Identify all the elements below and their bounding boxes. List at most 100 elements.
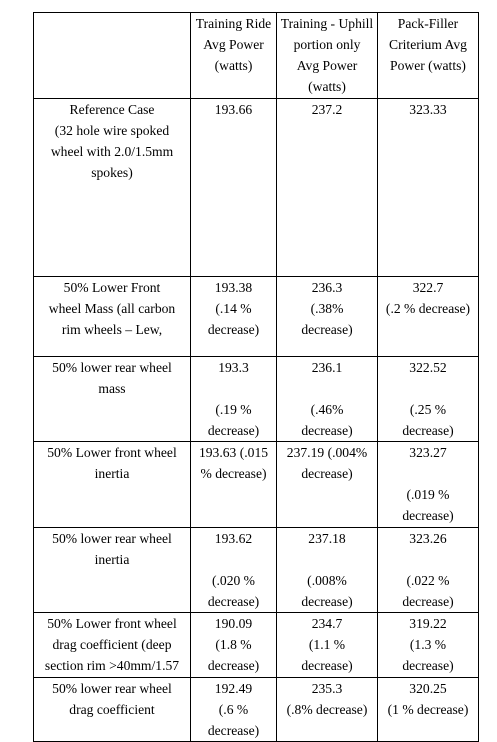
table-row: 50% Lower front wheel inertia 193.63 (.015…: [33, 441, 479, 528]
cell-line: [379, 378, 478, 399]
cell-line: wheel Mass (all carbon: [48, 301, 176, 316]
cell-line: 50% Lower front wheel: [47, 445, 177, 460]
cell-line: 190.09: [214, 616, 253, 631]
cell-line: [379, 549, 478, 570]
row-label-cell: Reference Case (32 hole wire spoked wheel …: [33, 98, 191, 277]
wheel-power-table: Training Ride Avg Power (watts) Training - …: [33, 12, 479, 742]
cell-line: Training - Uphill: [280, 16, 374, 31]
cell-line: 50% lower rear wheel: [52, 360, 172, 375]
cell-line: 193.63 (.015: [198, 445, 269, 460]
row-label-cell: 50% Lower front wheel drag coefficient (d…: [33, 612, 191, 678]
row-label-cell: 50% Lower Front wheel Mass (all carbon rim…: [33, 276, 191, 357]
header-row: Training Ride Avg Power (watts) Training - …: [33, 12, 479, 99]
cell-line: 323.33: [409, 102, 447, 117]
cell-line: section rim >40mm/1.57: [44, 658, 180, 673]
cell-line: Avg Power: [203, 37, 264, 52]
header-cell-uphill: Training - Uphill portion only Avg Power (w…: [276, 12, 378, 99]
criterium-cell: 323.27 (.019 % decrease): [377, 441, 479, 528]
table-row: 50% lower rear wheel drag coefficient 192.…: [33, 677, 479, 742]
cell-line: (.25 %: [409, 402, 447, 417]
cell-line: (.6 %: [218, 702, 249, 717]
cell-line: 322.52: [409, 360, 447, 375]
uphill-cell: 236.1 (.46% decrease): [276, 356, 378, 442]
cell-line: (.19 %: [215, 402, 252, 417]
cell-line: (32 hole wire spoked: [54, 123, 170, 138]
cell-line: 237.2: [311, 102, 343, 117]
cell-line: portion only: [293, 37, 361, 52]
cell-line: decrease): [207, 594, 260, 609]
cell-line: (.14 %: [215, 301, 252, 316]
table-row: Reference Case (32 hole wire spoked wheel …: [33, 98, 479, 277]
cell-line: 323.27: [409, 445, 447, 460]
cell-line: 50% Lower Front: [63, 280, 161, 295]
cell-line: mass: [98, 381, 126, 396]
cell-line: 235.3: [311, 681, 343, 696]
training-ride-cell: 190.09 (1.8 % decrease): [190, 612, 277, 678]
cell-line: 236.1: [311, 360, 343, 375]
training-ride-cell: 193.66: [190, 98, 277, 277]
cell-line: [192, 549, 276, 570]
table-row: 50% lower rear wheel mass 193.3 (.19 % decr…: [33, 356, 479, 442]
criterium-cell: 322.52 (.25 % decrease): [377, 356, 479, 442]
uphill-cell: 234.7 (1.1 % decrease): [276, 612, 378, 678]
cell-line: decrease): [402, 508, 454, 523]
cell-line: decrease): [301, 594, 353, 609]
cell-line: 50% lower rear wheel: [52, 681, 172, 696]
cell-line: wheel with 2.0/1.5mm: [50, 144, 174, 159]
cell-line: (watts): [308, 79, 346, 94]
cell-line: (.8% decrease): [286, 702, 368, 717]
cell-line: drag coefficient (deep: [52, 637, 172, 652]
cell-line: Avg Power: [296, 58, 358, 73]
criterium-cell: 323.33: [377, 98, 479, 277]
cell-line: 320.25: [409, 681, 447, 696]
cell-line: (1.3 %: [409, 637, 447, 652]
cell-line: (.020 %: [211, 573, 256, 588]
header-cell-training-ride: Training Ride Avg Power (watts): [190, 12, 277, 99]
criterium-cell: 322.7 (.2 % decrease): [377, 276, 479, 357]
cell-line: 192.49: [214, 681, 253, 696]
table-row: 50% lower rear wheel inertia 193.62 (.020 …: [33, 527, 479, 613]
cell-line: 237.18: [308, 531, 346, 546]
uphill-cell: 237.19 (.004% decrease): [276, 441, 378, 528]
training-ride-cell: 193.38 (.14 % decrease): [190, 276, 277, 357]
cell-line: [278, 549, 377, 570]
header-cell-criterium: Pack-Filler Criterium Avg Power (watts): [377, 12, 479, 99]
cell-line: decrease): [207, 322, 260, 337]
uphill-cell: 237.2: [276, 98, 378, 277]
cell-line: Pack-Filler: [397, 16, 459, 31]
training-ride-cell: 193.62 (.020 % decrease): [190, 527, 277, 613]
row-label-cell: 50% lower rear wheel mass: [33, 356, 191, 442]
cell-line: decrease): [207, 658, 260, 673]
cell-line: 322.7: [412, 280, 444, 295]
row-label-cell: 50% lower rear wheel inertia: [33, 527, 191, 613]
cell-line: (.019 %: [406, 487, 450, 502]
cell-line: inertia: [94, 552, 130, 567]
cell-line: 323.26: [409, 531, 447, 546]
cell-line: decrease): [207, 423, 260, 438]
cell-line: Power (watts): [390, 58, 466, 73]
cell-line: (.008%: [307, 573, 347, 588]
cell-line: decrease): [402, 658, 454, 673]
cell-line: (.38%: [310, 301, 344, 316]
training-ride-cell: 192.49 (.6 % decrease): [190, 677, 277, 742]
cell-line: 193.66: [214, 102, 253, 117]
cell-line: (1.1 %: [308, 637, 346, 652]
cell-line: 193.3: [218, 360, 249, 375]
criterium-cell: 319.22 (1.3 % decrease): [377, 612, 479, 678]
cell-line: (.2 % decrease): [385, 301, 471, 316]
uphill-cell: 236.3 (.38% decrease): [276, 276, 378, 357]
cell-line: [192, 378, 276, 399]
cell-line: decrease): [402, 423, 454, 438]
row-label-cell: 50% lower rear wheel drag coefficient: [33, 677, 191, 742]
cell-line: 319.22: [409, 616, 447, 631]
cell-line: Training Ride: [195, 16, 272, 31]
criterium-cell: 323.26 (.022 % decrease): [377, 527, 479, 613]
cell-line: 234.7: [311, 616, 343, 631]
cell-line: 50% lower rear wheel: [52, 531, 172, 546]
cell-line: decrease): [301, 466, 353, 481]
cell-line: spokes): [91, 165, 133, 180]
cell-line: (1.8 %: [215, 637, 252, 652]
cell-line: (1 % decrease): [387, 702, 469, 717]
cell-line: inertia: [94, 466, 130, 481]
table-row: 50% Lower Front wheel Mass (all carbon rim…: [33, 276, 479, 357]
